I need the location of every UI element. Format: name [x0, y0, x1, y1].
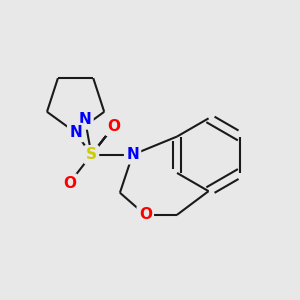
Text: O: O [139, 207, 152, 222]
Text: N: N [79, 112, 92, 128]
Text: O: O [107, 119, 120, 134]
Text: S: S [86, 147, 97, 162]
Text: N: N [69, 125, 82, 140]
Text: N: N [126, 147, 139, 162]
Text: O: O [63, 176, 76, 191]
